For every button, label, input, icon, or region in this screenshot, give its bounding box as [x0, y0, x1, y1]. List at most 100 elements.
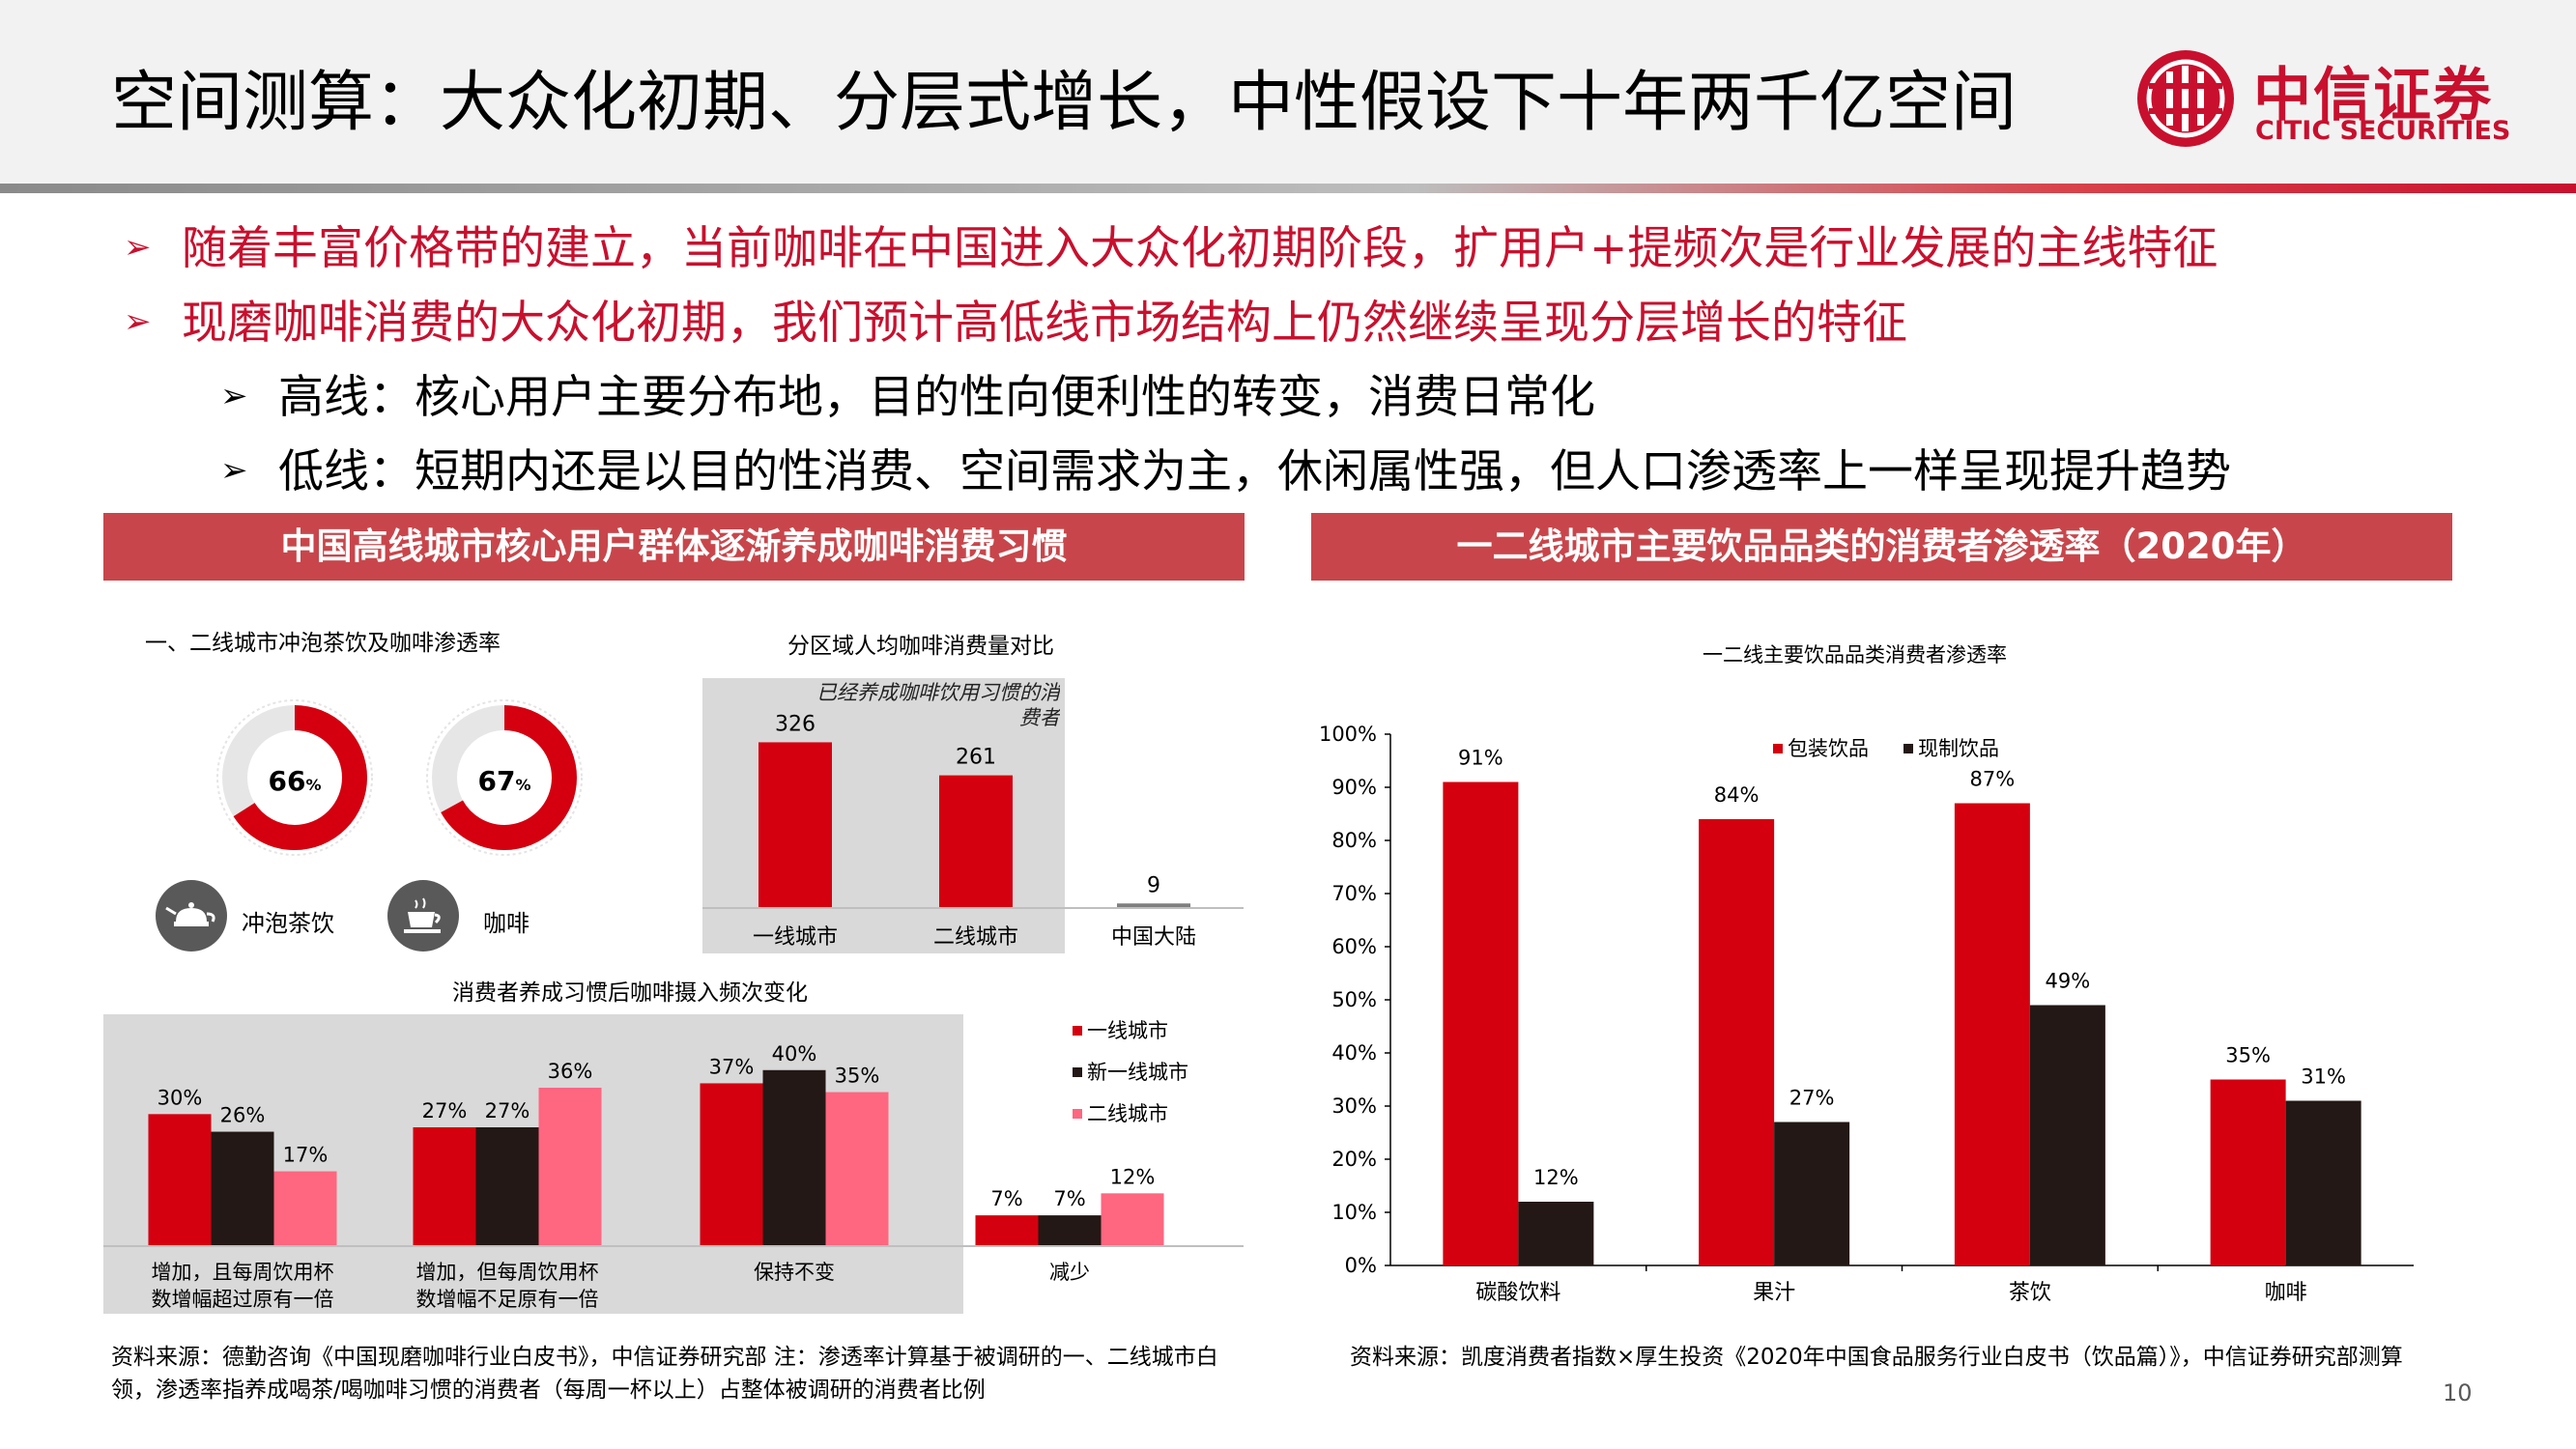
frequency-value-label: 17%	[283, 1144, 329, 1167]
bullet-1: ➢ 随着丰富价格带的建立，当前咖啡在中国进入大众化初期阶段，扩用户+提频次是行业发…	[124, 218, 2218, 278]
bullet-text: 低线：短期内还是以目的性消费、空间需求为主，休闲属性强，但人口渗透率上一样呈现提…	[278, 445, 2231, 498]
penetration-value-label: 87%	[1970, 768, 2016, 791]
bullet-text: 现磨咖啡消费的大众化初期，我们预计高低线市场结构上仍然继续呈现分层增长的特征	[182, 297, 1907, 350]
y-tick-label: 30%	[1331, 1094, 1377, 1118]
penetration-value-label: 12%	[1533, 1166, 1579, 1189]
legend-swatch	[1073, 1067, 1082, 1077]
penetration-category-label: 果汁	[1753, 1281, 1795, 1305]
frequency-category-label: 增加，且每周饮用杯数增幅超过原有一倍	[152, 1261, 334, 1311]
percapita-bar	[1117, 903, 1190, 908]
arrow-bullet-icon: ➢	[124, 228, 152, 267]
frequency-bar	[475, 1127, 539, 1246]
percapita-category-label: 二线城市	[933, 925, 1018, 950]
legend-swatch	[1903, 744, 1913, 753]
y-tick-label: 70%	[1331, 882, 1377, 905]
penetration-bar	[1954, 803, 2030, 1265]
bullet-text: 高线：核心用户主要分布地，目的性向便利性的转变，消费日常化	[278, 371, 1595, 424]
legend-swatch	[1773, 744, 1783, 753]
habit-annotation: 已经养成咖啡饮用习惯的消费者	[816, 681, 1060, 729]
left-section-header: 中国高线城市核心用户群体逐渐养成咖啡消费习惯	[103, 513, 1245, 581]
bullet-2: ➢ 现磨咖啡消费的大众化初期，我们预计高低线市场结构上仍然继续呈现分层增长的特征	[124, 293, 1907, 353]
legend-label: 一线城市	[1087, 1019, 1168, 1042]
svg-text:67%: 67%	[478, 765, 531, 797]
frequency-category-label: 减少	[1049, 1261, 1090, 1284]
donut-tea: 66%	[216, 699, 373, 856]
penetration-value-label: 91%	[1458, 747, 1503, 770]
bullet-4: ➢ 低线：短期内还是以目的性消费、空间需求为主，休闲属性强，但人口渗透率上一样呈现…	[220, 441, 2231, 501]
frequency-value-label: 12%	[1110, 1165, 1156, 1188]
penetration-bar	[1443, 781, 1519, 1265]
y-tick-label: 90%	[1331, 776, 1377, 799]
left-source-note: 资料来源：德勤咨询《中国现磨咖啡行业白皮书》，中信证券研究部 注：渗透率计算基于…	[111, 1345, 1218, 1403]
donut-value: 67	[478, 765, 516, 797]
donut-unit: %	[305, 776, 321, 794]
frequency-value-label: 27%	[422, 1099, 468, 1122]
header-divider	[0, 184, 2576, 193]
frequency-value-label: 27%	[485, 1099, 530, 1122]
penetration-category-label: 茶饮	[2009, 1281, 2051, 1305]
frequency-bar	[700, 1083, 763, 1246]
y-tick-label: 100%	[1319, 723, 1377, 746]
svg-text:66%: 66%	[269, 765, 322, 797]
frequency-bar	[825, 1092, 889, 1246]
penetration-bar	[1774, 1122, 1850, 1265]
page-number: 10	[2443, 1379, 2473, 1406]
penetration-chart-title: 一二线主要饮品品类消费者渗透率	[1703, 643, 2007, 667]
frequency-value-label: 36%	[548, 1060, 593, 1083]
logo-name: 中信证券	[2253, 62, 2493, 129]
legend-swatch	[1073, 1026, 1082, 1036]
penetration-value-label: 84%	[1714, 783, 1760, 807]
frequency-bar	[975, 1215, 1039, 1246]
y-tick-label: 50%	[1331, 988, 1377, 1011]
penetration-value-label: 35%	[2225, 1044, 2271, 1067]
penetration-category-label: 碳酸饮料	[1475, 1281, 1560, 1305]
arrow-bullet-icon: ➢	[124, 302, 152, 341]
percapita-chart: 已经养成咖啡饮用习惯的消费者 326 一线城市 261 二线城市 9 中国大陆	[702, 678, 1244, 953]
percapita-value-label: 261	[956, 746, 996, 770]
frequency-value-label: 30%	[157, 1086, 203, 1109]
citic-logo-icon	[2137, 50, 2234, 147]
percapita-category-label: 中国大陆	[1111, 925, 1196, 950]
legend-swatch	[1073, 1109, 1082, 1119]
frequency-value-label: 7%	[990, 1187, 1022, 1210]
percapita-chart-title: 分区域人均咖啡消费量对比	[787, 634, 1054, 659]
penetration-value-label: 31%	[2301, 1065, 2346, 1089]
penetration-value-label: 27%	[1789, 1087, 1835, 1110]
frequency-bar	[538, 1088, 602, 1246]
frequency-value-label: 40%	[772, 1042, 817, 1065]
frequency-bar	[1038, 1215, 1102, 1246]
frequency-value-label: 7%	[1053, 1187, 1085, 1210]
penetration-category-label: 咖啡	[2265, 1281, 2307, 1305]
frequency-value-label: 26%	[220, 1104, 266, 1127]
penetration-bar	[2029, 1005, 2105, 1265]
y-tick-label: 40%	[1331, 1041, 1377, 1065]
donut-arc	[222, 705, 367, 850]
frequency-bar	[148, 1114, 212, 1246]
penetration-bar	[2210, 1079, 2286, 1265]
legend-tea-label: 冲泡茶饮	[242, 910, 334, 937]
frequency-bar	[762, 1069, 826, 1246]
arrow-bullet-icon: ➢	[220, 451, 248, 490]
y-tick-label: 10%	[1331, 1201, 1377, 1224]
donut-chart-title: 一、二线城市冲泡茶饮及咖啡渗透率	[145, 631, 501, 656]
bullet-3: ➢ 高线：核心用户主要分布地，目的性向便利性的转变，消费日常化	[220, 367, 1595, 427]
frequency-chart-title: 消费者养成习惯后咖啡摄入频次变化	[452, 980, 808, 1006]
right-section-header: 一二线城市主要饮品品类的消费者渗透率（2020年）	[1311, 513, 2452, 581]
donut-unit: %	[515, 776, 530, 794]
frequency-chart: 30% 26% 17% 增加，且每周饮用杯数增幅超过原有一倍 27% 27% 36% 增加，但…	[103, 1014, 1244, 1314]
percapita-category-label: 一线城市	[753, 925, 838, 950]
legend-label: 包装饮品	[1788, 737, 1869, 760]
arrow-bullet-icon: ➢	[220, 377, 248, 415]
percapita-bar	[939, 775, 1013, 908]
penetration-bar	[1699, 819, 1775, 1265]
frequency-bar	[211, 1131, 274, 1246]
logo-english: CITIC SECURITIES	[2255, 116, 2511, 146]
penetration-bar	[1518, 1202, 1594, 1265]
legend-label: 二线城市	[1087, 1102, 1168, 1125]
bullet-text: 随着丰富价格带的建立，当前咖啡在中国进入大众化初期阶段，扩用户+提频次是行业发展…	[182, 222, 2218, 275]
right-source-note: 资料来源：凯度消费者指数×厚生投资《2020年中国食品服务行业白皮书（饮品篇）》…	[1350, 1345, 2403, 1370]
percapita-bar	[758, 742, 832, 908]
teapot-icon	[156, 880, 227, 952]
coffee-cup-icon	[387, 880, 459, 952]
frequency-bar	[273, 1171, 337, 1246]
